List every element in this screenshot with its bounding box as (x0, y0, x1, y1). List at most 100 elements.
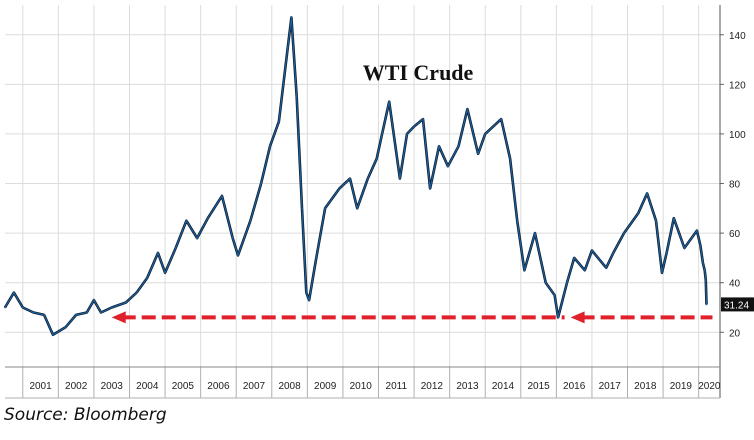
data-point (702, 261, 704, 264)
data-point (52, 333, 54, 336)
x-tick-label: 2015 (527, 381, 550, 392)
x-tick-label: 2003 (101, 381, 124, 392)
data-point (260, 182, 263, 185)
data-point (206, 217, 209, 220)
data-point (612, 252, 615, 254)
data-point (591, 249, 593, 252)
data-point (557, 316, 560, 319)
data-point (623, 232, 625, 235)
data-point (366, 177, 369, 180)
x-tick-label: 2008 (278, 381, 301, 392)
x-tick-label: 2002 (65, 381, 88, 392)
data-point (324, 207, 327, 210)
data-point (164, 271, 166, 274)
arrow-head-left (111, 311, 126, 324)
data-point (375, 157, 378, 160)
data-point (338, 187, 341, 190)
data-point (135, 291, 138, 294)
data-point (544, 281, 547, 284)
data-point (704, 279, 707, 282)
data-point (484, 133, 487, 135)
data-point (703, 269, 706, 272)
data-point (672, 217, 675, 220)
data-point (429, 187, 431, 190)
x-tick-label: 2009 (314, 381, 337, 392)
data-point (125, 301, 127, 304)
data-point (286, 46, 289, 49)
series-line (4, 16, 708, 336)
data-point (566, 281, 568, 284)
data-point (12, 291, 15, 294)
data-point (221, 195, 223, 197)
data-point (523, 269, 526, 272)
data-point (349, 177, 351, 180)
price-series (3, 16, 708, 337)
x-tick-label: 2005 (172, 381, 195, 392)
data-point (185, 219, 188, 222)
data-point (655, 219, 657, 222)
data-point (43, 314, 46, 316)
data-point (637, 212, 640, 215)
data-point (534, 232, 536, 235)
data-point (196, 237, 198, 239)
data-point (305, 291, 308, 294)
data-point (699, 244, 702, 247)
data-point (398, 177, 401, 180)
axes (5, 5, 724, 399)
arrow-head-right (570, 311, 585, 324)
y-tick-label: 120 (729, 80, 746, 91)
data-point (356, 207, 359, 210)
data-point (85, 311, 88, 314)
data-point (269, 145, 271, 148)
data-point (381, 133, 383, 135)
data-point (231, 237, 234, 239)
x-tick-labels: 2001 2002 2003 2004 2005 2006 2007 2008 2009 2010… (29, 381, 720, 392)
data-point (290, 16, 293, 19)
last-value-box (721, 297, 754, 312)
data-point (413, 125, 415, 128)
data-point (695, 229, 698, 232)
x-tick-label: 2018 (634, 381, 657, 392)
data-point (683, 247, 686, 249)
x-tick-label: 2019 (670, 381, 693, 392)
x-tick-label: 2006 (207, 381, 230, 392)
x-tick-label: 2004 (136, 381, 159, 392)
x-tick-label: 2001 (29, 381, 52, 392)
x-tick-label: 2013 (456, 381, 479, 392)
data-point (516, 219, 519, 222)
data-point (295, 95, 298, 98)
data-point (665, 252, 668, 254)
data-point (500, 118, 503, 120)
last-value-text: 31.24 (724, 300, 749, 311)
data-point (573, 257, 576, 259)
data-point (457, 145, 460, 148)
last-value-tag: 31.24 (721, 297, 754, 312)
x-tick-label: 2012 (421, 381, 444, 392)
data-point (32, 311, 35, 314)
data-point (93, 299, 95, 301)
data-point (174, 247, 177, 249)
y-tick-label: 20 (729, 328, 741, 339)
data-point (553, 294, 556, 296)
data-point (446, 165, 449, 168)
data-point (21, 306, 24, 309)
data-point (308, 299, 311, 301)
data-point (509, 157, 512, 160)
data-point (388, 100, 391, 103)
data-point (705, 303, 708, 306)
data-point (75, 314, 78, 316)
data-point (605, 266, 608, 269)
data-point (422, 118, 424, 120)
data-point (110, 306, 113, 309)
y-tick-label: 140 (729, 31, 746, 42)
data-point (646, 192, 648, 195)
data-point (237, 254, 239, 257)
x-tick-label: 2010 (350, 381, 373, 392)
x-tick-label: 2016 (563, 381, 586, 392)
data-point (157, 252, 159, 254)
x-tick-label: 2017 (599, 381, 622, 392)
data-point (661, 271, 663, 274)
data-point (477, 152, 480, 155)
plot-background (5, 5, 720, 367)
